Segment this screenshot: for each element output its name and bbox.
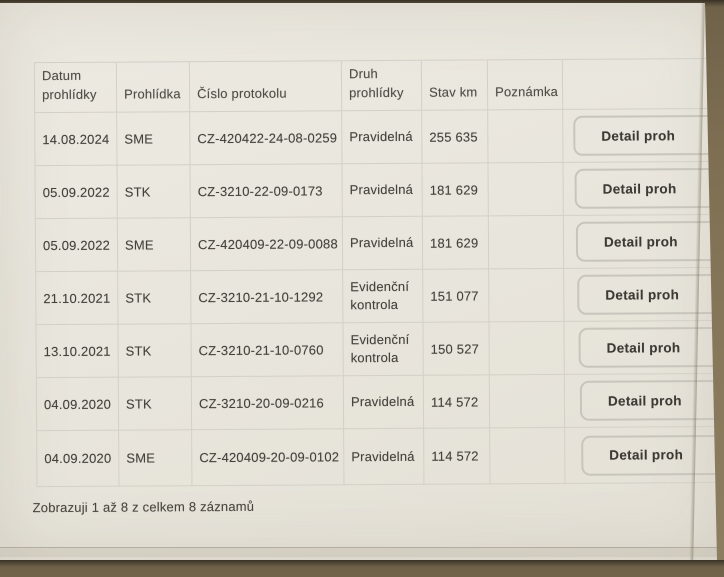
cell-inspection-station: STK [118, 377, 193, 431]
table-row: 05.09.2022 STK CZ-3210-22-09-0173 Pravideln… [35, 161, 717, 220]
table-row: 14.08.2024 SME CZ-420422-24-08-0259 Pravide… [35, 108, 717, 167]
cell-actions: Detail proh [565, 426, 717, 484]
cell-date: 05.09.2022 [35, 165, 118, 220]
cell-odometer: 150 527 [423, 322, 490, 376]
cell-odometer: 181 629 [422, 163, 489, 217]
table-row: 05.09.2022 SME CZ-420409-22-09-0088 Pravide… [35, 214, 717, 273]
cell-protocol-number: CZ-3210-21-10-1292 [191, 270, 344, 325]
cell-inspection-kind: Pravidelná [344, 428, 425, 486]
table-row: 04.09.2020 STK CZ-3210-20-09-0216 Pravideln… [36, 373, 717, 432]
cell-odometer: 255 635 [422, 110, 489, 164]
cell-inspection-kind: Evidenční kontrola [343, 322, 424, 377]
cell-protocol-number: CZ-420409-20-09-0102 [192, 429, 345, 487]
table-row: 04.09.2020 SME CZ-420409-20-09-0102 Pravide… [37, 426, 717, 488]
col-header-date: Datum prohlídky [34, 62, 118, 114]
cell-odometer: 181 629 [422, 216, 490, 270]
cell-date: 14.08.2024 [35, 112, 118, 167]
cell-odometer: 114 572 [424, 428, 491, 485]
table-body: 14.08.2024 SME CZ-420422-24-08-0259 Pravide… [35, 108, 717, 488]
cell-protocol-number: CZ-3210-20-09-0216 [191, 376, 345, 431]
cell-date: 04.09.2020 [36, 377, 120, 432]
cell-actions: Detail proh [564, 373, 717, 428]
document-page: Datum prohlídky Prohlídka Číslo protokolu D… [0, 3, 717, 560]
cell-date: 21.10.2021 [36, 271, 119, 326]
cell-actions: Detail proh [564, 267, 717, 322]
page-content: Datum prohlídky Prohlídka Číslo protokolu D… [32, 57, 717, 516]
cell-inspection-kind: Pravidelná [342, 163, 423, 218]
cell-note [488, 162, 564, 217]
cell-note [489, 268, 565, 323]
cell-note [490, 427, 566, 485]
detail-button[interactable]: Detail proh [581, 434, 717, 476]
inspections-table: Datum prohlídky Prohlídka Číslo protokolu D… [33, 57, 717, 488]
cell-inspection-station: SME [119, 430, 193, 487]
detail-button[interactable]: Detail proh [579, 379, 717, 421]
cell-inspection-kind: Pravidelná [343, 375, 425, 430]
page-fold-shadow [0, 547, 717, 557]
cell-date: 05.09.2022 [35, 218, 119, 273]
col-header-note: Poznámka [487, 59, 564, 111]
cell-note [489, 374, 566, 429]
cell-inspection-kind: Pravidelná [342, 110, 423, 165]
cell-note [489, 321, 565, 376]
cell-inspection-station: STK [118, 324, 192, 378]
cell-date: 13.10.2021 [36, 324, 119, 379]
table-row: 21.10.2021 STK CZ-3210-21-10-1292 Evidenční… [36, 267, 717, 326]
cell-inspection-station: SME [117, 112, 191, 166]
cell-note [488, 109, 564, 164]
cell-inspection-kind: Pravidelná [342, 216, 424, 271]
col-header-protocol: Číslo protokolu [189, 61, 343, 113]
cell-inspection-kind: Evidenční kontrola [343, 269, 424, 324]
detail-button[interactable]: Detail proh [577, 273, 717, 315]
cell-protocol-number: CZ-420422-24-08-0259 [190, 111, 343, 166]
cell-protocol-number: CZ-3210-22-09-0173 [190, 164, 343, 219]
cell-protocol-number: CZ-420409-22-09-0088 [190, 217, 344, 272]
detail-button[interactable]: Detail proh [575, 220, 717, 262]
col-header-odometer: Stav km [421, 60, 489, 111]
cell-inspection-station: STK [118, 271, 192, 325]
cell-actions: Detail proh [564, 320, 717, 375]
detail-button[interactable]: Detail proh [574, 167, 717, 209]
col-header-inspection: Prohlídka [116, 62, 191, 113]
cell-odometer: 151 077 [423, 269, 490, 323]
detail-button[interactable]: Detail proh [578, 326, 717, 368]
cell-protocol-number: CZ-3210-21-10-0760 [191, 323, 344, 378]
cell-inspection-station: STK [117, 165, 191, 219]
table-row: 13.10.2021 STK CZ-3210-21-10-0760 Evidenční… [36, 320, 717, 379]
table-header-row: Datum prohlídky Prohlídka Číslo protokolu D… [34, 58, 717, 114]
cell-date: 04.09.2020 [37, 430, 120, 488]
records-summary: Zobrazuji 1 až 8 z celkem 8 záznamů [32, 498, 255, 516]
col-header-kind: Druh prohlídky [341, 60, 423, 112]
cell-note [488, 215, 565, 270]
cell-odometer: 114 572 [423, 375, 491, 429]
cell-inspection-station: SME [117, 218, 192, 272]
